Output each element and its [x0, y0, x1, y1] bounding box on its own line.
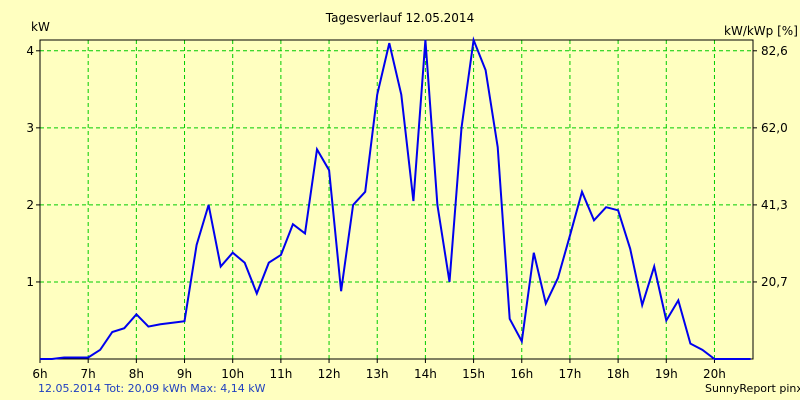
y-tick-label-left: 4 [26, 44, 34, 58]
x-tick-label: 17h [558, 367, 581, 381]
plot-area [40, 40, 753, 359]
x-tick-label: 15h [462, 367, 485, 381]
y-tick-label-right: 62,0 [761, 121, 788, 135]
x-tick-label: 16h [510, 367, 533, 381]
axes [36, 39, 757, 363]
series-line-power [40, 36, 751, 360]
x-tick-label: 20h [703, 367, 726, 381]
x-tick-label: 18h [607, 367, 630, 381]
y-tick-label-left: 2 [26, 198, 34, 212]
x-tick-label: 8h [129, 367, 144, 381]
x-tick-label: 9h [177, 367, 192, 381]
x-tick-label: 11h [269, 367, 292, 381]
x-tick-label: 12h [318, 367, 341, 381]
footer-summary: 12.05.2014 Tot: 20,09 kWh Max: 4,14 kW [38, 382, 266, 395]
y-tick-label-left: 3 [26, 121, 34, 135]
y-axis-label-right: kW/kWp [%] [724, 24, 798, 38]
plot-frame [39, 39, 754, 360]
x-tick-label: 19h [655, 367, 678, 381]
chart-title: Tagesverlauf 12.05.2014 [325, 11, 474, 25]
y-tick-label-right: 82,6 [761, 44, 788, 58]
y-tick-label-left: 1 [26, 275, 34, 289]
footer-brand: SunnyReport pinxit [705, 382, 800, 395]
x-tick-label: 13h [366, 367, 389, 381]
y-axis-label-left: kW [31, 20, 50, 34]
y-tick-label-right: 20,7 [761, 275, 788, 289]
x-tick-label: 7h [81, 367, 96, 381]
tick-labels: 6h 7h 8h 9h 10h 11h 12h 13h 14h 15h 16h 17h 18h 19h 20… [26, 44, 787, 381]
x-tick-label: 14h [414, 367, 437, 381]
x-tick-label: 10h [221, 367, 244, 381]
x-tick-label: 6h [32, 367, 47, 381]
y-tick-label-right: 41,3 [761, 198, 788, 212]
